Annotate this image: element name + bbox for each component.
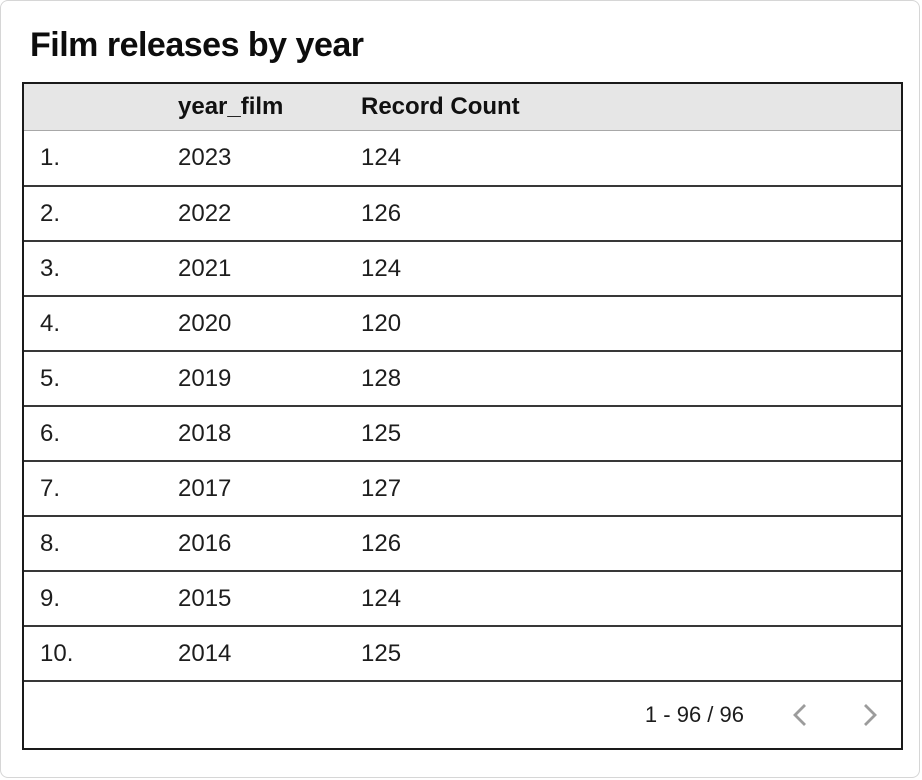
page-title: Film releases by year <box>30 26 364 64</box>
year-film-cell: 2015 <box>178 584 232 612</box>
table-row: 6. 2018 125 <box>24 405 901 460</box>
table-widget: year_film Record Count 1. 2023 124 2. 20… <box>22 82 903 750</box>
year-film-cell: 2014 <box>178 639 232 667</box>
chevron-left-icon <box>793 704 806 726</box>
row-number-cell: 6. <box>40 419 61 447</box>
row-number-cell: 9. <box>40 584 61 612</box>
next-page-button[interactable] <box>856 702 882 728</box>
header-record-count[interactable]: Record Count <box>361 93 520 120</box>
row-number-cell: 2. <box>40 199 61 227</box>
record-count-cell: 125 <box>361 419 402 447</box>
prev-page-button[interactable] <box>788 702 814 728</box>
table-row: 4. 2020 120 <box>24 295 901 350</box>
row-number-cell: 8. <box>40 529 61 557</box>
table-row: 10. 2014 125 <box>24 625 901 680</box>
row-number-cell: 3. <box>40 254 61 282</box>
chevron-right-icon <box>864 704 877 726</box>
table-row: 8. 2016 126 <box>24 515 901 570</box>
table-row: 2. 2022 126 <box>24 185 901 240</box>
record-count-cell: 126 <box>361 529 402 557</box>
table-row: 5. 2019 128 <box>24 350 901 405</box>
pagination-range: 1 - 96 / 96 <box>644 702 744 727</box>
row-number-cell: 4. <box>40 309 61 337</box>
table-footer: 1 - 96 / 96 <box>24 680 901 748</box>
table-row: 1. 2023 124 <box>24 130 901 185</box>
record-count-cell: 124 <box>361 254 402 282</box>
record-count-cell: 124 <box>361 584 402 612</box>
table-body: 1. 2023 124 2. 2022 126 3. 2021 124 4. 2… <box>24 130 901 680</box>
year-film-cell: 2016 <box>178 529 232 557</box>
record-count-cell: 125 <box>361 639 402 667</box>
table-row: 9. 2015 124 <box>24 570 901 625</box>
year-film-cell: 2017 <box>178 474 232 502</box>
row-number-cell: 5. <box>40 364 61 392</box>
year-film-cell: 2018 <box>178 419 232 447</box>
header-year-film[interactable]: year_film <box>178 93 284 120</box>
table-header-row: year_film Record Count <box>24 84 901 130</box>
year-film-cell: 2023 <box>178 144 232 171</box>
record-count-cell: 120 <box>361 309 402 337</box>
year-film-cell: 2022 <box>178 199 232 227</box>
record-count-cell: 126 <box>361 199 402 227</box>
record-count-cell: 127 <box>361 474 402 502</box>
year-film-cell: 2021 <box>178 254 232 282</box>
row-number-cell: 1. <box>40 144 61 171</box>
row-number-cell: 7. <box>40 474 61 502</box>
table-row: 7. 2017 127 <box>24 460 901 515</box>
row-number-cell: 10. <box>40 639 74 667</box>
record-count-cell: 128 <box>361 364 402 392</box>
record-count-cell: 124 <box>361 144 402 171</box>
year-film-cell: 2019 <box>178 364 232 392</box>
table-row: 3. 2021 124 <box>24 240 901 295</box>
year-film-cell: 2020 <box>178 309 232 337</box>
